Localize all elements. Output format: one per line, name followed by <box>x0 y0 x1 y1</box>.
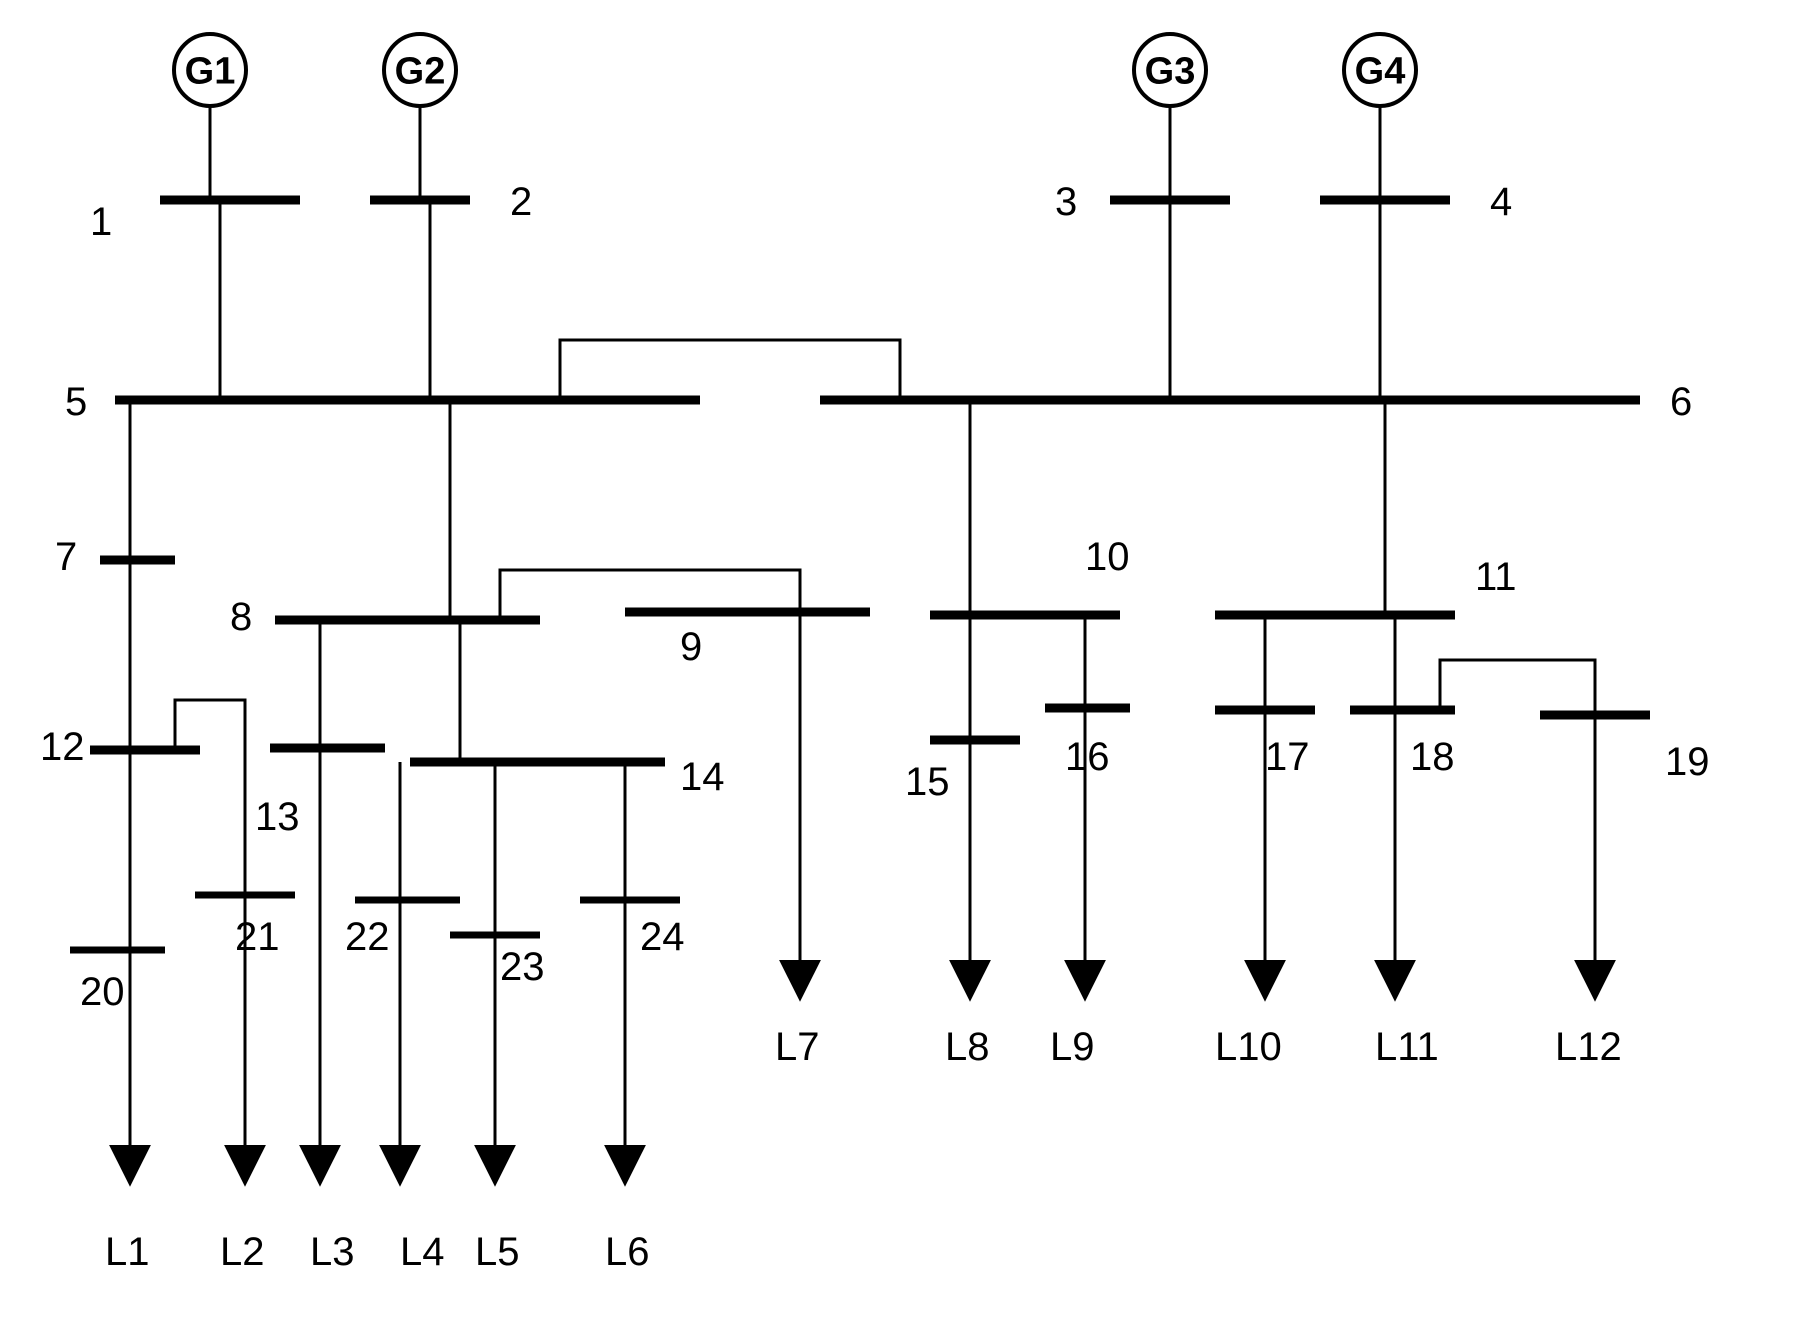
bus-label: 3 <box>1055 180 1077 224</box>
bus-label: 15 <box>905 760 950 804</box>
bus-label: 18 <box>1410 735 1455 779</box>
power-system-diagram: L1L2L3L4L5L6L7L8L9L10L11L121234567891011… <box>0 0 1804 1336</box>
connection-line <box>175 700 245 895</box>
bus-label: 1 <box>90 200 112 244</box>
load-label: L2 <box>220 1230 265 1274</box>
load-label: L11 <box>1375 1025 1439 1069</box>
bus-label: 12 <box>40 725 85 769</box>
load-label: L4 <box>400 1230 445 1274</box>
bus-label: 14 <box>680 755 725 799</box>
bus-label: 6 <box>1670 380 1692 424</box>
bus-label: 21 <box>235 915 280 959</box>
bus-label: 4 <box>1490 180 1512 224</box>
load-label: L8 <box>945 1025 990 1069</box>
load-label: L10 <box>1215 1025 1282 1069</box>
load-label: L7 <box>775 1025 820 1069</box>
load-label: L9 <box>1050 1025 1095 1069</box>
bus-label: 19 <box>1665 740 1710 784</box>
bus-label: 11 <box>1475 555 1517 599</box>
bus-label: 22 <box>345 915 390 959</box>
load-label: L3 <box>310 1230 355 1274</box>
bus-label: 2 <box>510 180 532 224</box>
load-label: L5 <box>475 1230 520 1274</box>
bus-label: 7 <box>55 535 77 579</box>
generator-label: G3 <box>1145 50 1196 92</box>
connection-line <box>1440 660 1595 715</box>
bus-label: 17 <box>1265 735 1310 779</box>
load-label: L1 <box>105 1230 150 1274</box>
generator-label: G4 <box>1355 50 1406 92</box>
bus-label: 9 <box>680 625 702 669</box>
bus-label: 20 <box>80 970 125 1014</box>
bus-label: 8 <box>230 595 252 639</box>
bus-label: 24 <box>640 915 685 959</box>
generator-label: G2 <box>395 50 446 92</box>
bus-label: 23 <box>500 945 545 989</box>
load-label: L12 <box>1555 1025 1622 1069</box>
connection-line <box>560 340 900 400</box>
bus-label: 10 <box>1085 535 1130 579</box>
bus-label: 16 <box>1065 735 1110 779</box>
load-label: L6 <box>605 1230 650 1274</box>
bus-label: 5 <box>65 380 87 424</box>
generator-label: G1 <box>185 50 236 92</box>
bus-label: 13 <box>255 795 300 839</box>
